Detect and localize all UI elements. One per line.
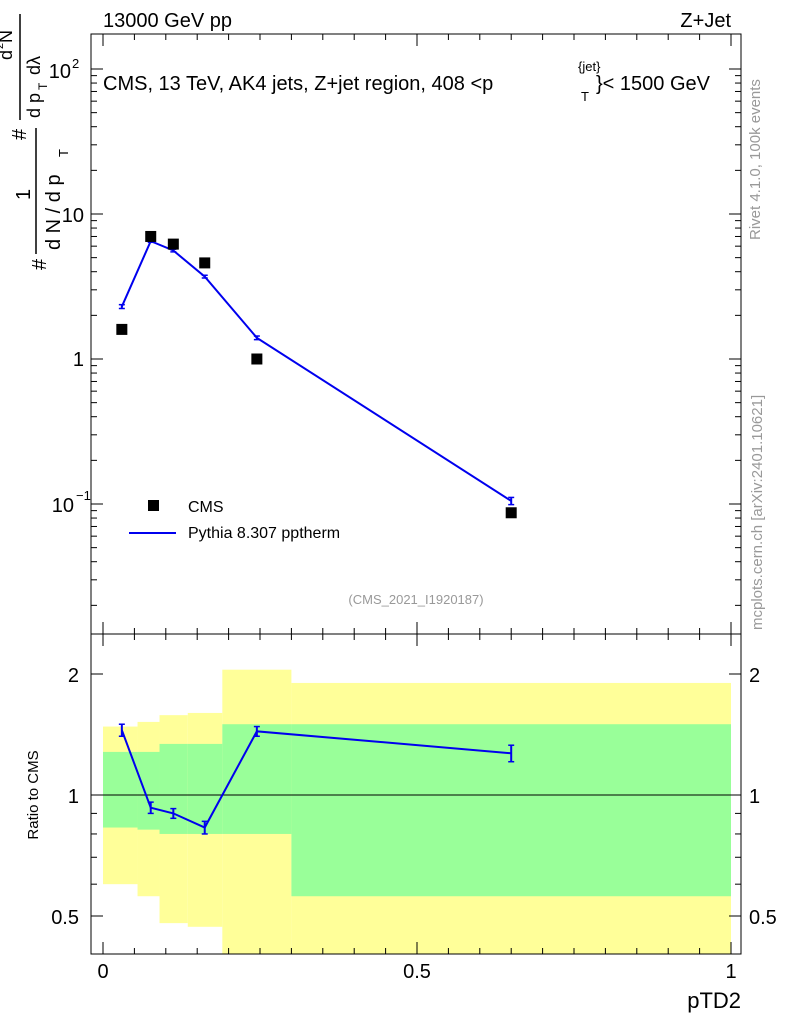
cms-data-point <box>145 230 157 242</box>
ratio-ytick-right-1: 1 <box>749 786 760 808</box>
main-y-axis-label: # 1 d N / d p T # d 2 N d p T dλ <box>0 14 71 270</box>
legend-cms-label: CMS <box>188 499 224 516</box>
ytick-exp-100: 2 <box>72 56 79 71</box>
ratio-uncertainty-band-inner <box>103 724 731 897</box>
plot-title-superscript: {jet} <box>578 59 601 74</box>
cms-data-point <box>251 353 263 365</box>
plot-title-prefix: CMS, 13 TeV, AK4 jets, Z+jet region, 408… <box>103 73 493 95</box>
ratio-plot-frame <box>90 633 742 955</box>
x-axis-label: pTD2 <box>687 988 741 1013</box>
plot-title-suffix: }< 1500 GeV <box>596 73 711 95</box>
cms-data-point <box>199 257 211 269</box>
ratio-y-tick-labels-right: 0.5 1 2 <box>749 665 777 929</box>
pythia-ratio-line <box>120 729 512 829</box>
ratio-ytick-left-1: 1 <box>68 786 79 808</box>
ylabel-hash-2: # <box>9 128 31 140</box>
plot-title: CMS, 13 TeV, AK4 jets, Z+jet region, 408… <box>103 73 493 95</box>
mcplots-source-label: mcplots.cern.ch [arXiv:2401.10621] <box>749 395 766 630</box>
ytick-label-100: 10 <box>49 61 71 83</box>
ylabel-T-subscript-1: T <box>56 149 71 157</box>
analysis-tag: (CMS_2021_I1920187) <box>348 592 483 607</box>
cms-data-points <box>116 230 517 519</box>
ratio-ytick-right-0p5: 0.5 <box>749 907 777 929</box>
ytick-label-1: 1 <box>73 349 84 371</box>
ratio-ytick-right-2: 2 <box>749 665 760 687</box>
cms-data-point <box>167 238 179 250</box>
plot-title-subscript: T <box>581 89 589 104</box>
rivet-version-label: Rivet 4.1.0, 100k events <box>747 79 764 240</box>
xtick-label-0: 0 <box>97 961 108 983</box>
pythia-ratio-error-bars <box>118 723 515 835</box>
ratio-band-inner-bin <box>222 724 292 834</box>
cms-data-point <box>505 507 517 519</box>
legend-pythia-label: Pythia 8.307 pptherm <box>188 525 340 542</box>
ylabel-dlambda: dλ <box>24 56 44 75</box>
ratio-y-axis-label: Ratio to CMS <box>25 750 42 839</box>
ylabel-d2N-N: N <box>0 30 16 43</box>
ratio-ytick-left-2: 2 <box>68 665 79 687</box>
ylabel-T-subscript-2: T <box>36 82 50 90</box>
xtick-label-1: 1 <box>725 961 736 983</box>
x-tick-labels: 0 0.5 1 <box>97 961 736 983</box>
header-left-label: 13000 GeV pp <box>103 10 232 32</box>
ylabel-dN-denominator: d N / d p <box>43 174 65 250</box>
ratio-band-inner-bin <box>137 751 160 830</box>
ratio-band-inner-bin <box>159 743 188 834</box>
ylabel-one: 1 <box>13 189 35 200</box>
ratio-y-tick-labels-left: 0.5 1 2 <box>51 665 79 929</box>
ytick-label-0p1: 10 <box>52 495 74 517</box>
xtick-label-0p5: 0.5 <box>403 961 431 983</box>
main-plot-frame <box>90 33 742 635</box>
ratio-band-inner-bin <box>187 743 223 834</box>
legend-cms-marker <box>148 500 159 511</box>
main-y-tick-labels: 10 −1 1 10 10 2 <box>49 56 91 517</box>
ylabel-d2N-2: 2 <box>0 43 6 49</box>
ytick-label-10: 10 <box>62 205 84 227</box>
ylabel-hash: # <box>29 258 51 270</box>
header-right-label: Z+Jet <box>680 10 731 32</box>
main-y-axis-ticks <box>91 68 741 606</box>
cms-data-point <box>116 323 128 335</box>
ylabel-d2N-d: d <box>0 50 16 60</box>
ylabel-dpT: d p <box>24 93 44 118</box>
pythia-main-line <box>120 239 512 502</box>
x-axis-ticks <box>102 34 732 954</box>
ratio-band-inner-bin <box>103 751 138 828</box>
ytick-exp-0p1: −1 <box>76 488 91 503</box>
ratio-ytick-left-0p5: 0.5 <box>51 907 79 929</box>
